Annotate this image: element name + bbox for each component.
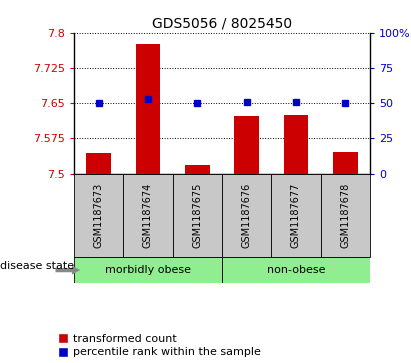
Bar [222,174,271,257]
Bar [74,174,123,257]
Bar [271,174,321,257]
Bar [173,174,222,257]
Text: GSM1187678: GSM1187678 [340,183,350,248]
Bar [86,153,111,174]
Text: GSM1187673: GSM1187673 [94,183,104,248]
Text: GSM1187675: GSM1187675 [192,183,202,248]
Legend: transformed count, percentile rank within the sample: transformed count, percentile rank withi… [59,334,261,358]
Text: GSM1187674: GSM1187674 [143,183,153,248]
Bar [123,174,173,257]
Bar [185,165,210,174]
Text: GSM1187676: GSM1187676 [242,183,252,248]
Text: morbidly obese: morbidly obese [105,265,191,275]
Bar [136,44,160,174]
Text: disease state: disease state [0,261,74,272]
Title: GDS5056 / 8025450: GDS5056 / 8025450 [152,16,292,30]
Bar [74,257,222,283]
Text: GSM1187677: GSM1187677 [291,183,301,248]
Text: non-obese: non-obese [267,265,325,275]
Bar [234,116,259,174]
Bar [222,257,370,283]
Bar [284,115,308,174]
Bar [321,174,370,257]
Bar [333,152,358,174]
